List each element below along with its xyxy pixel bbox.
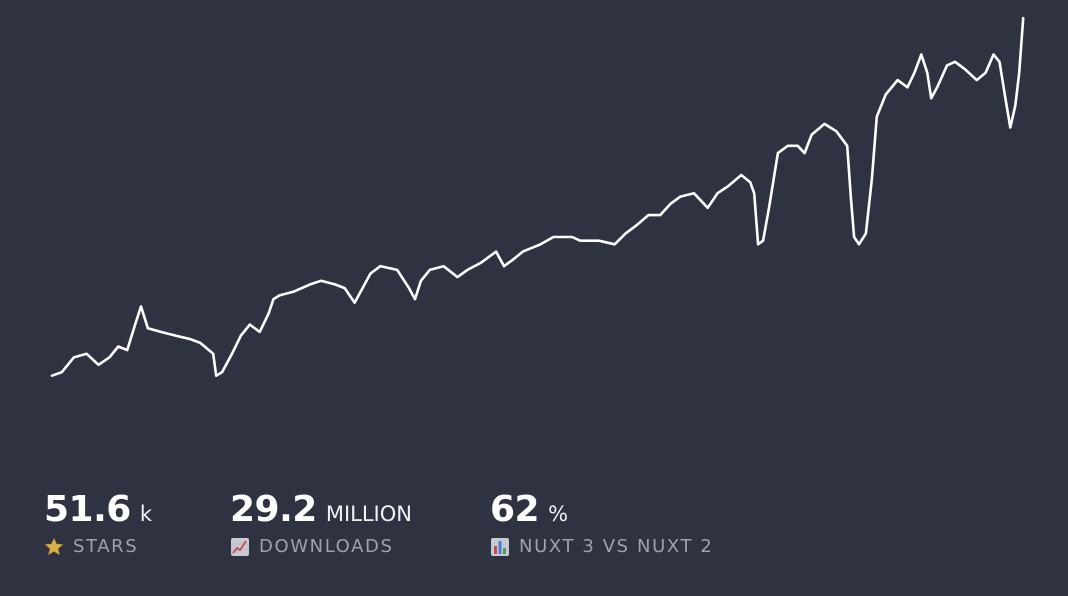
downloads-value: 29.2 bbox=[230, 489, 317, 530]
star-icon bbox=[44, 537, 64, 555]
stat-stars: 51.6 k STARS bbox=[44, 488, 152, 557]
stars-unit: k bbox=[139, 502, 152, 526]
stars-label: STARS bbox=[73, 536, 139, 557]
stars-value: 51.6 bbox=[44, 489, 131, 530]
stat-downloads: 29.2 MILLION DOWNLOADS bbox=[230, 488, 412, 557]
ratio-unit: % bbox=[548, 502, 569, 526]
downloads-label: DOWNLOADS bbox=[259, 536, 394, 557]
trend-chart bbox=[50, 16, 1025, 377]
bar-chart-icon bbox=[491, 537, 509, 556]
trend-line bbox=[50, 16, 1025, 377]
ratio-value: 62 bbox=[490, 489, 540, 530]
stat-nuxt-ratio: 62 % NUXT 3 VS NUXT 2 bbox=[490, 488, 713, 557]
chart-increasing-icon bbox=[231, 537, 249, 556]
ratio-label: NUXT 3 VS NUXT 2 bbox=[519, 536, 714, 557]
downloads-unit: MILLION bbox=[325, 502, 412, 526]
